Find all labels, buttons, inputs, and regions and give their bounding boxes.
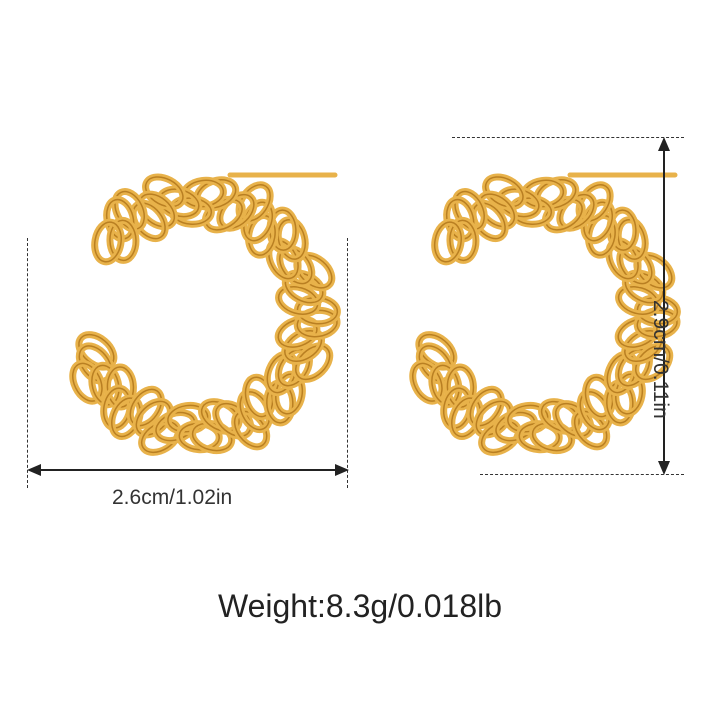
width-guide-left [27,238,28,488]
gold-coil-shade [635,345,671,381]
gold-coil-shade [140,420,180,454]
gold-coil-shade [135,400,172,436]
gold-coil-shade [478,193,516,228]
gold-coil-shade [449,219,477,262]
gold-coil-shade [277,286,319,315]
height-guide-bottom [480,474,684,475]
gold-coil-shade [480,420,520,454]
gold-coil-shade [114,190,145,231]
gold-coil-shade [617,286,659,315]
gold-coil-shade [454,190,485,231]
width-label: 2.6cm/1.02in [112,486,233,509]
height-arrow [658,137,670,475]
gold-coil-shade [106,366,135,408]
gold-coil-shade [484,176,524,208]
gold-coil-shade [277,219,306,260]
height-guide-top [452,137,684,138]
gold-coil-shade [138,193,176,228]
width-guide-right [347,238,348,488]
height-label: 2.9cm/0.11in [649,300,672,419]
gold-coil-shade [446,366,475,408]
weight-label: Weight:8.3g/0.018lb [217,588,503,624]
gold-coil-shade [617,219,646,260]
gold-coil-shade [109,219,137,262]
right-earring-image [409,172,681,456]
width-arrow [27,464,349,476]
gold-coil-shade [144,176,184,208]
left-earring-image [69,172,341,456]
gold-coil-shade [433,221,462,263]
gold-coil-shade [295,345,331,381]
gold-coil-shade [475,400,512,436]
gold-coil-shade [93,221,122,263]
